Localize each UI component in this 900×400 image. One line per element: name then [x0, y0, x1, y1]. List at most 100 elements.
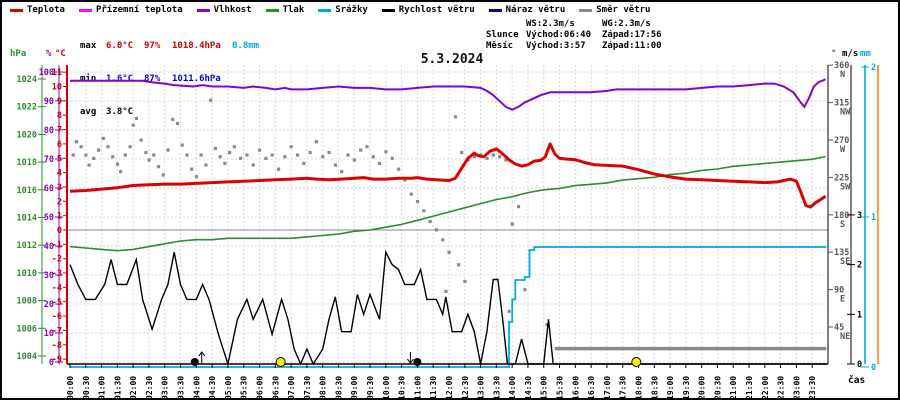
svg-text:0: 0: [49, 358, 54, 368]
svg-text:23:00: 23:00: [792, 376, 801, 400]
sun-moon-wind-block: WS:2.3m/s WG:2.3m/s Slunce Východ:06:40 Záp…: [486, 19, 662, 52]
legend-item-4: Srážky: [318, 5, 368, 15]
legend-label: Přízemní teplota: [95, 5, 183, 15]
svg-text:3: 3: [57, 183, 62, 193]
svg-text:01:00: 01:00: [98, 376, 107, 400]
legend-color-dash: [196, 8, 210, 12]
svg-text:-8: -8: [52, 341, 62, 351]
sun-row: Slunce Východ:06:40 Západ:17:56: [486, 30, 662, 41]
svg-text:07:00: 07:00: [287, 376, 296, 400]
svg-text:8: 8: [57, 111, 62, 121]
svg-text:18:30: 18:30: [650, 376, 659, 400]
legend-label: Směr větru: [596, 5, 651, 15]
svg-text:225: 225: [834, 173, 849, 183]
svg-text:0: 0: [871, 363, 876, 373]
svg-text:80: 80: [44, 126, 54, 136]
svg-text:19:30: 19:30: [682, 376, 691, 400]
svg-text:20:30: 20:30: [714, 376, 723, 400]
svg-text:1020: 1020: [17, 130, 37, 140]
svg-text:1016: 1016: [17, 186, 37, 196]
svg-text:1: 1: [857, 310, 862, 320]
svg-text:02:00: 02:00: [129, 376, 138, 400]
legend-item-7: Směr větru: [579, 5, 650, 15]
svg-text:0: 0: [857, 360, 862, 370]
svg-text:-4: -4: [52, 283, 62, 293]
svg-text:6: 6: [57, 140, 62, 150]
svg-text:70: 70: [44, 155, 54, 165]
svg-text:3: 3: [857, 211, 862, 221]
svg-text:13:00: 13:00: [477, 376, 486, 400]
wind-speed-axis: [847, 65, 855, 365]
sunrise-marker-icon: [275, 357, 286, 367]
svg-text:135: 135: [834, 248, 849, 258]
svg-text:SW: SW: [840, 182, 851, 192]
svg-text:2: 2: [57, 197, 62, 207]
svg-text:15:30: 15:30: [556, 376, 565, 400]
svg-text:02:30: 02:30: [145, 376, 154, 400]
humidity-axis: [55, 65, 63, 364]
svg-text:E: E: [840, 295, 845, 305]
humidity-line: [70, 78, 826, 111]
svg-text:22:30: 22:30: [777, 376, 786, 400]
svg-text:30: 30: [44, 271, 54, 281]
svg-text:315: 315: [834, 99, 849, 109]
svg-text:1022: 1022: [17, 103, 37, 113]
svg-text:00:00: 00:00: [66, 376, 75, 400]
stat-label-max: max: [80, 41, 97, 51]
moonrise-marker-icon: [190, 358, 199, 366]
stats-row-max: max 6.0°C 97% 1018.4hPa 0.8mm: [80, 41, 259, 52]
svg-text:11: 11: [52, 68, 62, 78]
svg-text:SE: SE: [840, 257, 850, 267]
svg-text:2: 2: [871, 63, 876, 73]
svg-text:09:30: 09:30: [366, 376, 375, 400]
svg-text:-5: -5: [52, 298, 62, 308]
svg-text:-6: -6: [52, 312, 62, 322]
svg-text:-1: -1: [52, 240, 62, 250]
svg-text:-9: -9: [52, 355, 62, 365]
svg-text:16:30: 16:30: [587, 376, 596, 400]
svg-text:1: 1: [871, 213, 876, 223]
svg-text:03:00: 03:00: [161, 376, 170, 400]
legend-item-2: Vlhkost: [196, 5, 252, 15]
legend-label: Teplota: [27, 5, 65, 15]
svg-text:11:00: 11:00: [413, 376, 422, 400]
wind-gust-max: WG:2.3m/s: [602, 19, 651, 29]
svg-text:1024: 1024: [17, 75, 37, 85]
legend-label: Rychlost větru: [398, 5, 475, 15]
legend-label: Náraz větru: [505, 5, 566, 15]
wind-stats-row: WS:2.3m/s WG:2.3m/s: [486, 19, 662, 30]
stat-max-humidity: 97%: [144, 41, 161, 51]
svg-text:01:30: 01:30: [113, 376, 122, 400]
svg-text:12:00: 12:00: [445, 376, 454, 400]
svg-text:1014: 1014: [17, 214, 37, 224]
svg-text:mm: mm: [860, 49, 871, 59]
svg-text:18:00: 18:00: [635, 376, 644, 400]
legend-label: Tlak: [282, 5, 305, 15]
svg-text:1010: 1010: [17, 269, 37, 279]
legend-item-0: Teplota: [10, 5, 65, 15]
svg-text:60: 60: [44, 184, 54, 194]
svg-text:5: 5: [57, 154, 62, 164]
svg-text:20: 20: [44, 300, 54, 310]
svg-text:05:00: 05:00: [224, 376, 233, 400]
legend-color-dash: [265, 8, 279, 12]
svg-text:13:30: 13:30: [492, 376, 501, 400]
svg-text:20:00: 20:00: [698, 376, 707, 400]
svg-text:10:30: 10:30: [398, 376, 407, 400]
svg-text:S: S: [840, 220, 845, 230]
svg-text:m/s: m/s: [842, 49, 858, 59]
svg-text:N: N: [840, 70, 845, 80]
sun-label: Slunce: [486, 30, 519, 40]
wind-direction-axis: [827, 64, 833, 364]
moonset-time: Západ:11:00: [602, 41, 662, 51]
svg-text:09:00: 09:00: [350, 376, 359, 400]
svg-text:W: W: [840, 145, 846, 155]
svg-text:90: 90: [834, 286, 844, 296]
legend-color-dash: [10, 8, 23, 12]
svg-text:11:30: 11:30: [429, 376, 438, 400]
svg-text:1008: 1008: [17, 297, 37, 307]
svg-text:-2: -2: [52, 255, 62, 265]
svg-text:270: 270: [834, 136, 849, 146]
